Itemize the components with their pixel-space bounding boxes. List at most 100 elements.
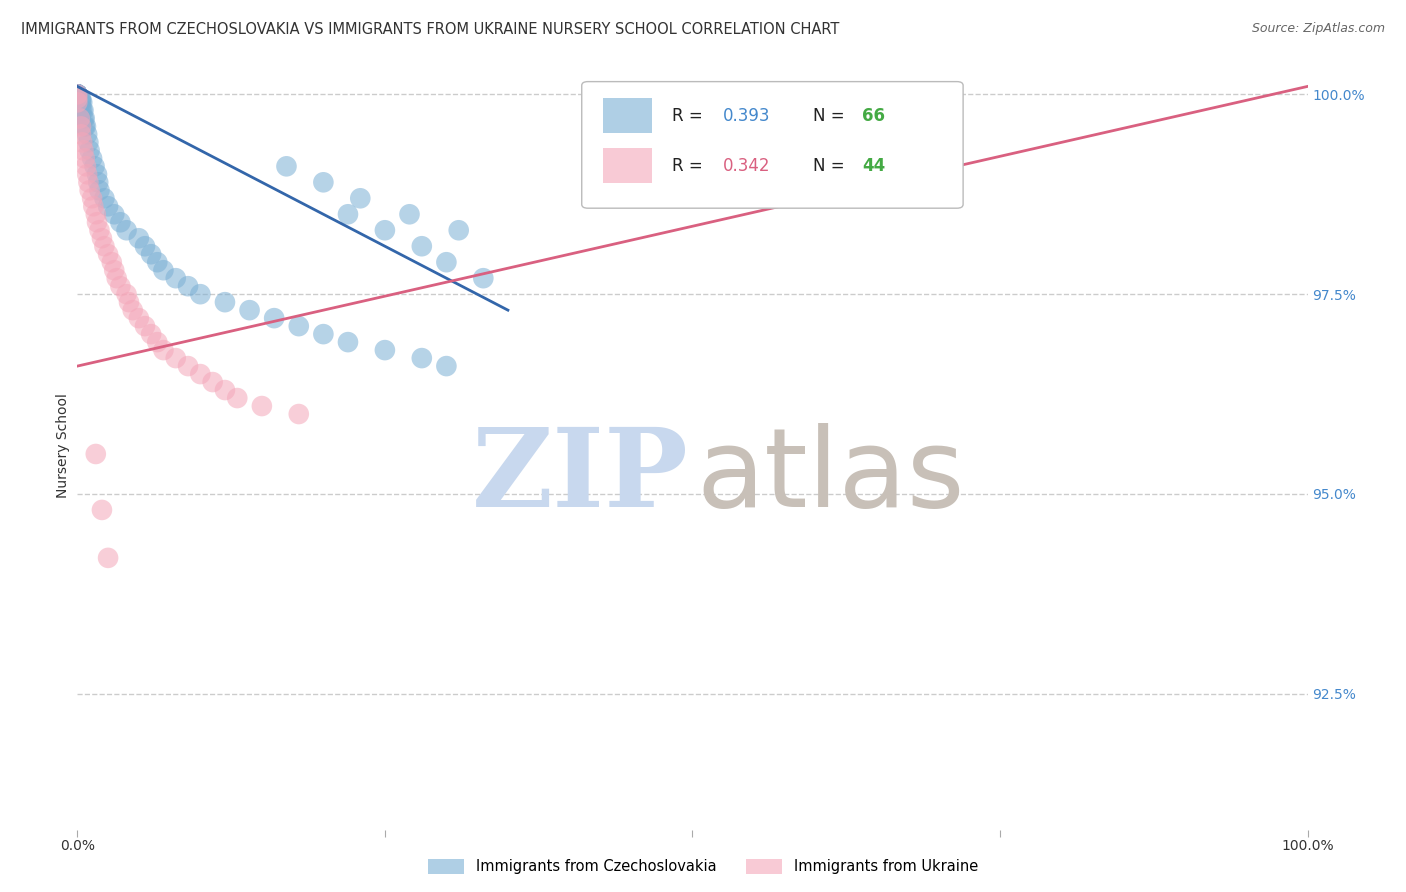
Point — [72, 144, 94, 158]
Point — [66, 87, 89, 102]
Point — [70, 103, 93, 118]
Point — [89, 223, 111, 237]
Point — [337, 335, 360, 350]
Point — [201, 375, 224, 389]
Point — [118, 295, 141, 310]
Point — [66, 87, 89, 102]
Point — [86, 167, 108, 181]
Point — [70, 120, 93, 134]
Text: N =: N = — [813, 107, 849, 125]
Point — [66, 87, 89, 102]
Text: 100.0%: 100.0% — [1281, 838, 1334, 853]
Point — [77, 136, 100, 150]
Point — [66, 87, 89, 102]
Point — [86, 215, 108, 229]
Point — [239, 303, 262, 318]
Point — [121, 303, 143, 318]
Point — [87, 175, 110, 189]
Text: 0.393: 0.393 — [723, 107, 770, 125]
Point — [436, 255, 458, 269]
Point — [115, 287, 138, 301]
Y-axis label: Nursery School: Nursery School — [56, 393, 70, 499]
Point — [89, 183, 111, 197]
Point — [165, 351, 187, 365]
Point — [101, 255, 124, 269]
Text: R =: R = — [672, 157, 707, 175]
Point — [66, 95, 89, 110]
Point — [263, 311, 285, 326]
Point — [75, 120, 97, 134]
Point — [472, 271, 495, 285]
Point — [66, 87, 89, 102]
Point — [73, 112, 96, 126]
Point — [146, 335, 169, 350]
Point — [66, 87, 89, 102]
Legend: Immigrants from Czechoslovakia, Immigrants from Ukraine: Immigrants from Czechoslovakia, Immigran… — [422, 853, 984, 880]
Point — [97, 550, 120, 565]
Point — [152, 263, 174, 277]
Point — [177, 279, 200, 293]
Point — [226, 391, 249, 405]
Point — [110, 215, 132, 229]
Bar — [603, 148, 652, 183]
Point — [103, 207, 125, 221]
Text: 66: 66 — [862, 107, 886, 125]
Point — [128, 311, 150, 326]
Text: atlas: atlas — [696, 423, 965, 530]
Point — [250, 399, 273, 413]
Point — [134, 239, 156, 253]
Point — [188, 287, 212, 301]
Point — [66, 87, 89, 102]
Point — [165, 271, 187, 285]
Point — [152, 343, 174, 358]
Point — [82, 152, 104, 166]
Point — [73, 152, 96, 166]
Point — [93, 191, 115, 205]
Point — [66, 87, 89, 102]
Point — [66, 87, 89, 102]
Text: N =: N = — [813, 157, 849, 175]
Point — [82, 191, 104, 205]
Point — [72, 103, 94, 118]
Point — [349, 191, 371, 205]
Point — [70, 128, 93, 142]
Point — [110, 279, 132, 293]
Point — [70, 94, 93, 108]
Text: IMMIGRANTS FROM CZECHOSLOVAKIA VS IMMIGRANTS FROM UKRAINE NURSERY SCHOOL CORRELA: IMMIGRANTS FROM CZECHOSLOVAKIA VS IMMIGR… — [21, 22, 839, 37]
Point — [312, 327, 335, 342]
Point — [90, 231, 114, 245]
FancyBboxPatch shape — [582, 81, 963, 208]
Point — [77, 175, 100, 189]
Point — [128, 231, 150, 245]
Point — [97, 199, 120, 213]
Point — [69, 112, 91, 126]
Point — [214, 295, 236, 310]
Point — [66, 87, 89, 102]
Text: 0.342: 0.342 — [723, 157, 770, 175]
Point — [214, 383, 236, 397]
Point — [97, 247, 120, 261]
Point — [276, 159, 298, 173]
Point — [66, 87, 89, 102]
Point — [288, 319, 311, 334]
Point — [66, 87, 89, 102]
Point — [73, 120, 96, 134]
Point — [134, 319, 156, 334]
Point — [398, 207, 420, 221]
Point — [66, 87, 89, 102]
Point — [411, 239, 433, 253]
Text: ZIP: ZIP — [472, 423, 689, 530]
Point — [188, 367, 212, 381]
Point — [90, 503, 114, 517]
Text: 44: 44 — [862, 157, 886, 175]
Point — [70, 91, 93, 105]
Point — [66, 91, 89, 105]
Point — [93, 239, 115, 253]
Point — [70, 95, 93, 110]
Point — [72, 112, 94, 126]
Point — [66, 87, 89, 102]
Point — [75, 159, 97, 173]
Text: Source: ZipAtlas.com: Source: ZipAtlas.com — [1251, 22, 1385, 36]
Point — [105, 271, 128, 285]
Bar — [603, 98, 652, 133]
